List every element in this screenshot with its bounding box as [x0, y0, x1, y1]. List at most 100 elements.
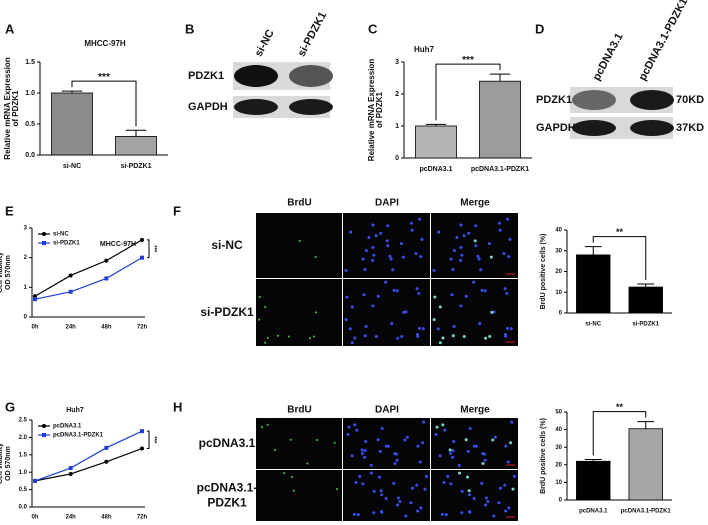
lane-label: si-PDZK1	[296, 10, 330, 59]
cell	[396, 336, 400, 340]
cell	[421, 441, 425, 445]
cell	[473, 239, 477, 243]
y-tick-label: 40	[555, 427, 562, 433]
cell	[452, 440, 456, 444]
cell	[483, 289, 487, 293]
cell	[374, 234, 378, 238]
cell	[466, 449, 470, 453]
cell	[395, 289, 399, 293]
cell	[510, 420, 514, 424]
cell	[376, 438, 380, 442]
cell	[438, 454, 442, 458]
cell	[396, 496, 400, 500]
x-tick-label: pcDNA3.1	[579, 509, 608, 515]
lane-label: pcDNA3.1	[591, 31, 626, 83]
cell	[353, 336, 357, 340]
cell	[418, 217, 422, 221]
panel-letter: A	[5, 21, 15, 36]
cell	[371, 223, 375, 227]
cell	[388, 254, 392, 258]
cell	[449, 257, 453, 261]
x-tick-label: si-PDZK1	[120, 163, 151, 170]
cell	[457, 471, 461, 475]
cell	[306, 462, 309, 465]
y-axis-label: Relative mRNA Expression	[3, 57, 12, 160]
y-tick-label: 0	[559, 311, 563, 317]
chart-title: MHCC-97H	[100, 241, 136, 248]
legend-label: si-PDZK1	[53, 241, 80, 247]
cell	[416, 509, 420, 513]
cell	[374, 335, 378, 339]
x-tick-label: 0h	[31, 325, 38, 331]
y-axis-label: OD 570nm	[5, 255, 12, 290]
cell	[433, 295, 437, 299]
cell	[508, 237, 512, 241]
cell	[364, 324, 368, 328]
line	[34, 430, 143, 482]
cell	[440, 512, 444, 516]
cell	[333, 441, 336, 444]
cell	[418, 326, 422, 330]
cell	[506, 326, 510, 330]
y-tick-label: 1.5	[25, 59, 35, 66]
cell	[481, 452, 485, 456]
cell	[486, 499, 490, 503]
y-tick-label: 0	[24, 315, 28, 321]
cell	[291, 476, 294, 479]
cell	[459, 304, 463, 308]
cell	[344, 318, 348, 322]
y-axis-label: BrdU positive cells (%)	[540, 418, 547, 494]
blot-band	[234, 65, 278, 87]
cell	[379, 489, 383, 493]
marker	[140, 255, 144, 260]
cell	[464, 294, 468, 298]
cell	[316, 439, 319, 442]
cell	[465, 475, 469, 479]
cell	[298, 239, 301, 242]
cell	[451, 334, 455, 338]
cell	[344, 268, 348, 272]
cell	[266, 423, 269, 426]
x-tick-label: 72h	[137, 325, 148, 331]
cell	[483, 458, 487, 462]
cell	[438, 305, 442, 309]
y-tick-label: 2.0	[19, 435, 28, 441]
cell	[379, 231, 383, 235]
cell	[363, 267, 367, 271]
cell	[386, 244, 390, 248]
y-tick-label: 3	[395, 59, 399, 66]
cell	[509, 327, 513, 331]
significance-label: **	[616, 402, 624, 412]
cell	[264, 341, 267, 344]
cell	[483, 503, 487, 507]
y-tick-label: 0.0	[25, 152, 35, 159]
marker	[33, 478, 37, 483]
significance-bracket	[592, 411, 647, 456]
column-label: BrdU	[287, 198, 311, 209]
cell	[355, 428, 359, 432]
cell	[497, 221, 501, 225]
cell	[477, 257, 481, 261]
x-tick-label: 72h	[137, 515, 148, 521]
significance-label: ***	[150, 245, 156, 253]
row-label: pcDNA3.1	[199, 436, 256, 450]
cell	[489, 255, 493, 259]
significance-bracket	[435, 63, 501, 121]
cell	[283, 472, 286, 475]
cell	[384, 280, 388, 284]
x-tick-label: 0h	[31, 515, 38, 521]
cell	[451, 455, 455, 459]
cell	[392, 288, 396, 292]
cell	[468, 510, 472, 514]
cell	[507, 506, 511, 510]
y-axis-label: of PDZK1	[11, 90, 20, 127]
cell	[479, 268, 483, 272]
legend-marker	[42, 241, 46, 245]
y-tick-label: 10	[555, 480, 562, 486]
cell	[350, 341, 354, 345]
cell	[258, 318, 261, 321]
cell	[346, 432, 350, 436]
cell	[422, 420, 426, 424]
cell	[345, 295, 349, 299]
line	[34, 447, 143, 482]
